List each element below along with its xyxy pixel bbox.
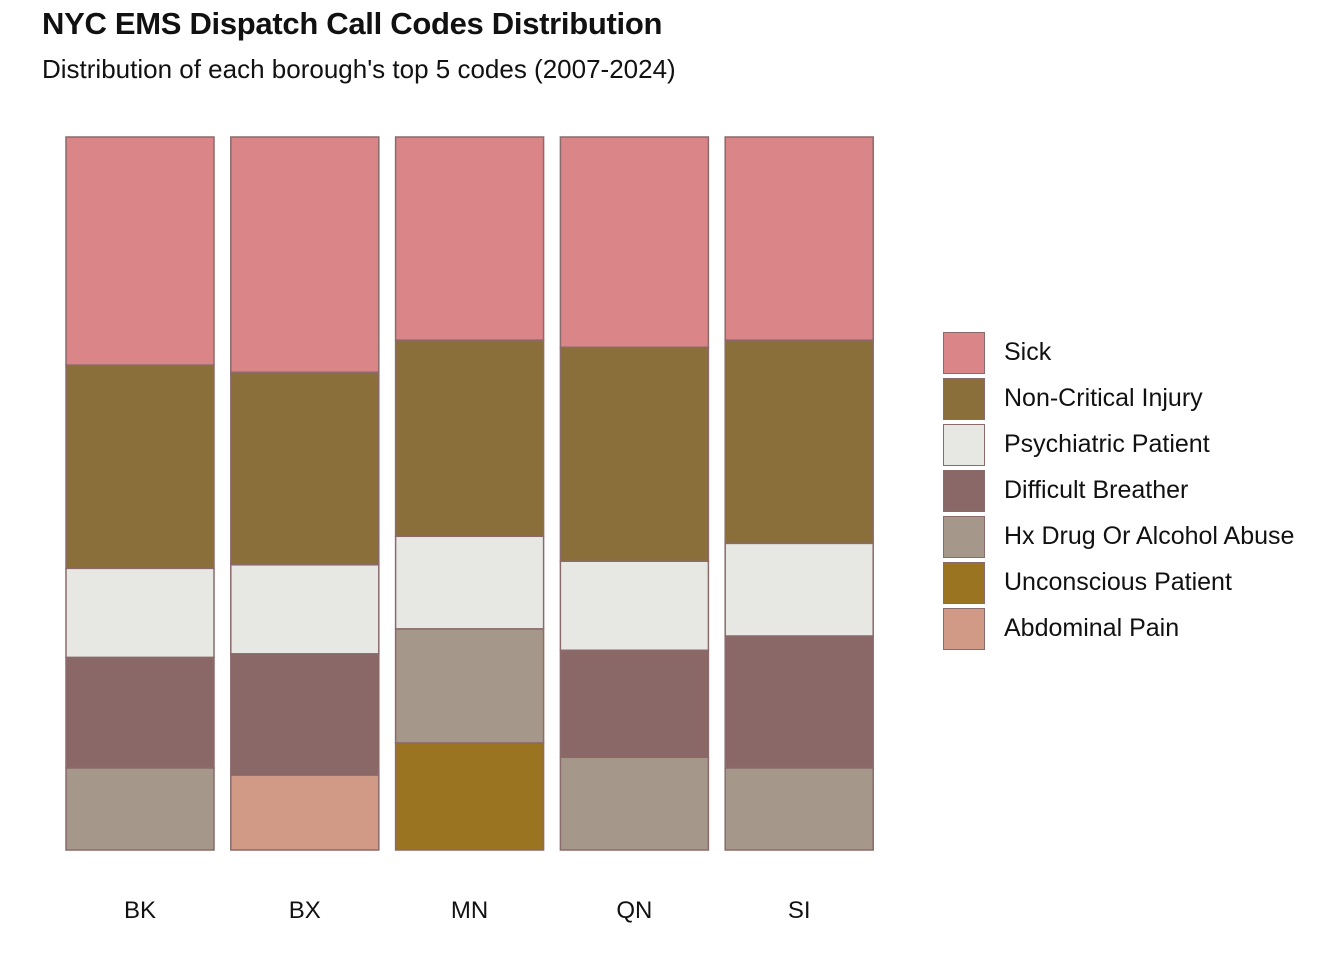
legend-swatch	[943, 424, 985, 466]
bar-segment-bx-sick	[230, 136, 380, 374]
legend-item: Abdominal Pain	[943, 608, 1343, 654]
bar-segment-mn-non-critical-injury	[394, 339, 545, 538]
bar-segment-bx-psychiatric-patient	[230, 564, 380, 655]
legend-label: Non-Critical Injury	[1004, 384, 1203, 412]
bar-segment-bk-non-critical-injury	[65, 364, 215, 570]
legend-label: Abdominal Pain	[1004, 614, 1180, 642]
bar-segment-mn-psychiatric-patient	[394, 535, 545, 630]
bar-segment-bk-hx-drug-or-alcohol-abuse	[65, 767, 215, 851]
legend-item: Difficult Breather	[943, 470, 1343, 516]
chart-subtitle: Distribution of each borough's top 5 cod…	[42, 54, 676, 84]
legend-item: Psychiatric Patient	[943, 424, 1343, 470]
bar-segment-bk-difficult-breather	[65, 656, 215, 769]
bar-segment-qn-non-critical-injury	[559, 346, 710, 562]
bar-segment-bk-psychiatric-patient	[65, 567, 215, 659]
legend-label: Unconscious Patient	[1004, 568, 1232, 596]
bar-segment-mn-hx-drug-or-alcohol-abuse	[394, 628, 545, 744]
bar-segment-qn-sick	[559, 136, 710, 349]
bar-segment-bx-non-critical-injury	[230, 371, 380, 566]
bar-segment-si-sick	[724, 136, 874, 341]
bar-segment-bx-abdominal-pain	[230, 774, 380, 851]
legend-swatch	[943, 516, 985, 558]
bars-group	[65, 136, 874, 851]
legend-label: Psychiatric Patient	[1004, 430, 1210, 458]
legend-item: Non-Critical Injury	[943, 378, 1343, 424]
bar-segment-qn-hx-drug-or-alcohol-abuse	[559, 756, 710, 851]
bar-segment-mn-unconscious-patient	[394, 742, 545, 851]
legend-item: Hx Drug Or Alcohol Abuse	[943, 516, 1343, 562]
bar-segment-si-non-critical-injury	[724, 339, 874, 545]
x-tick-label-bx: BX	[289, 897, 321, 924]
legend-item: Sick	[943, 332, 1343, 378]
legend-swatch	[943, 562, 985, 604]
legend-swatch	[943, 608, 985, 650]
bar-segment-bk-sick	[65, 136, 215, 366]
legend-swatch	[943, 332, 985, 374]
chart-title: NYC EMS Dispatch Call Codes Distribution	[42, 6, 663, 41]
x-tick-label-qn: QN	[616, 897, 652, 924]
x-tick-label-bk: BK	[124, 897, 156, 924]
bar-segment-qn-psychiatric-patient	[559, 560, 710, 652]
x-tick-label-si: SI	[788, 897, 811, 924]
legend-label: Difficult Breather	[1004, 476, 1189, 504]
bar-segment-si-hx-drug-or-alcohol-abuse	[724, 767, 874, 851]
bar-segment-si-difficult-breather	[724, 635, 874, 769]
legend-swatch	[943, 378, 985, 420]
x-tick-label-mn: MN	[451, 897, 488, 924]
legend-label: Sick	[1004, 338, 1052, 366]
bar-segment-si-psychiatric-patient	[724, 542, 874, 637]
legend-item: Unconscious Patient	[943, 562, 1343, 608]
bar-segment-qn-difficult-breather	[559, 649, 710, 759]
bar-segment-bx-difficult-breather	[230, 653, 380, 776]
legend-label: Hx Drug Or Alcohol Abuse	[1004, 522, 1295, 550]
x-tick-labels: BK BX MN QN SI	[124, 897, 811, 924]
bar-segment-mn-sick	[394, 136, 545, 341]
legend-swatch	[943, 470, 985, 512]
legend: Sick Non-Critical Injury Psychiatric Patie…	[943, 332, 1343, 654]
